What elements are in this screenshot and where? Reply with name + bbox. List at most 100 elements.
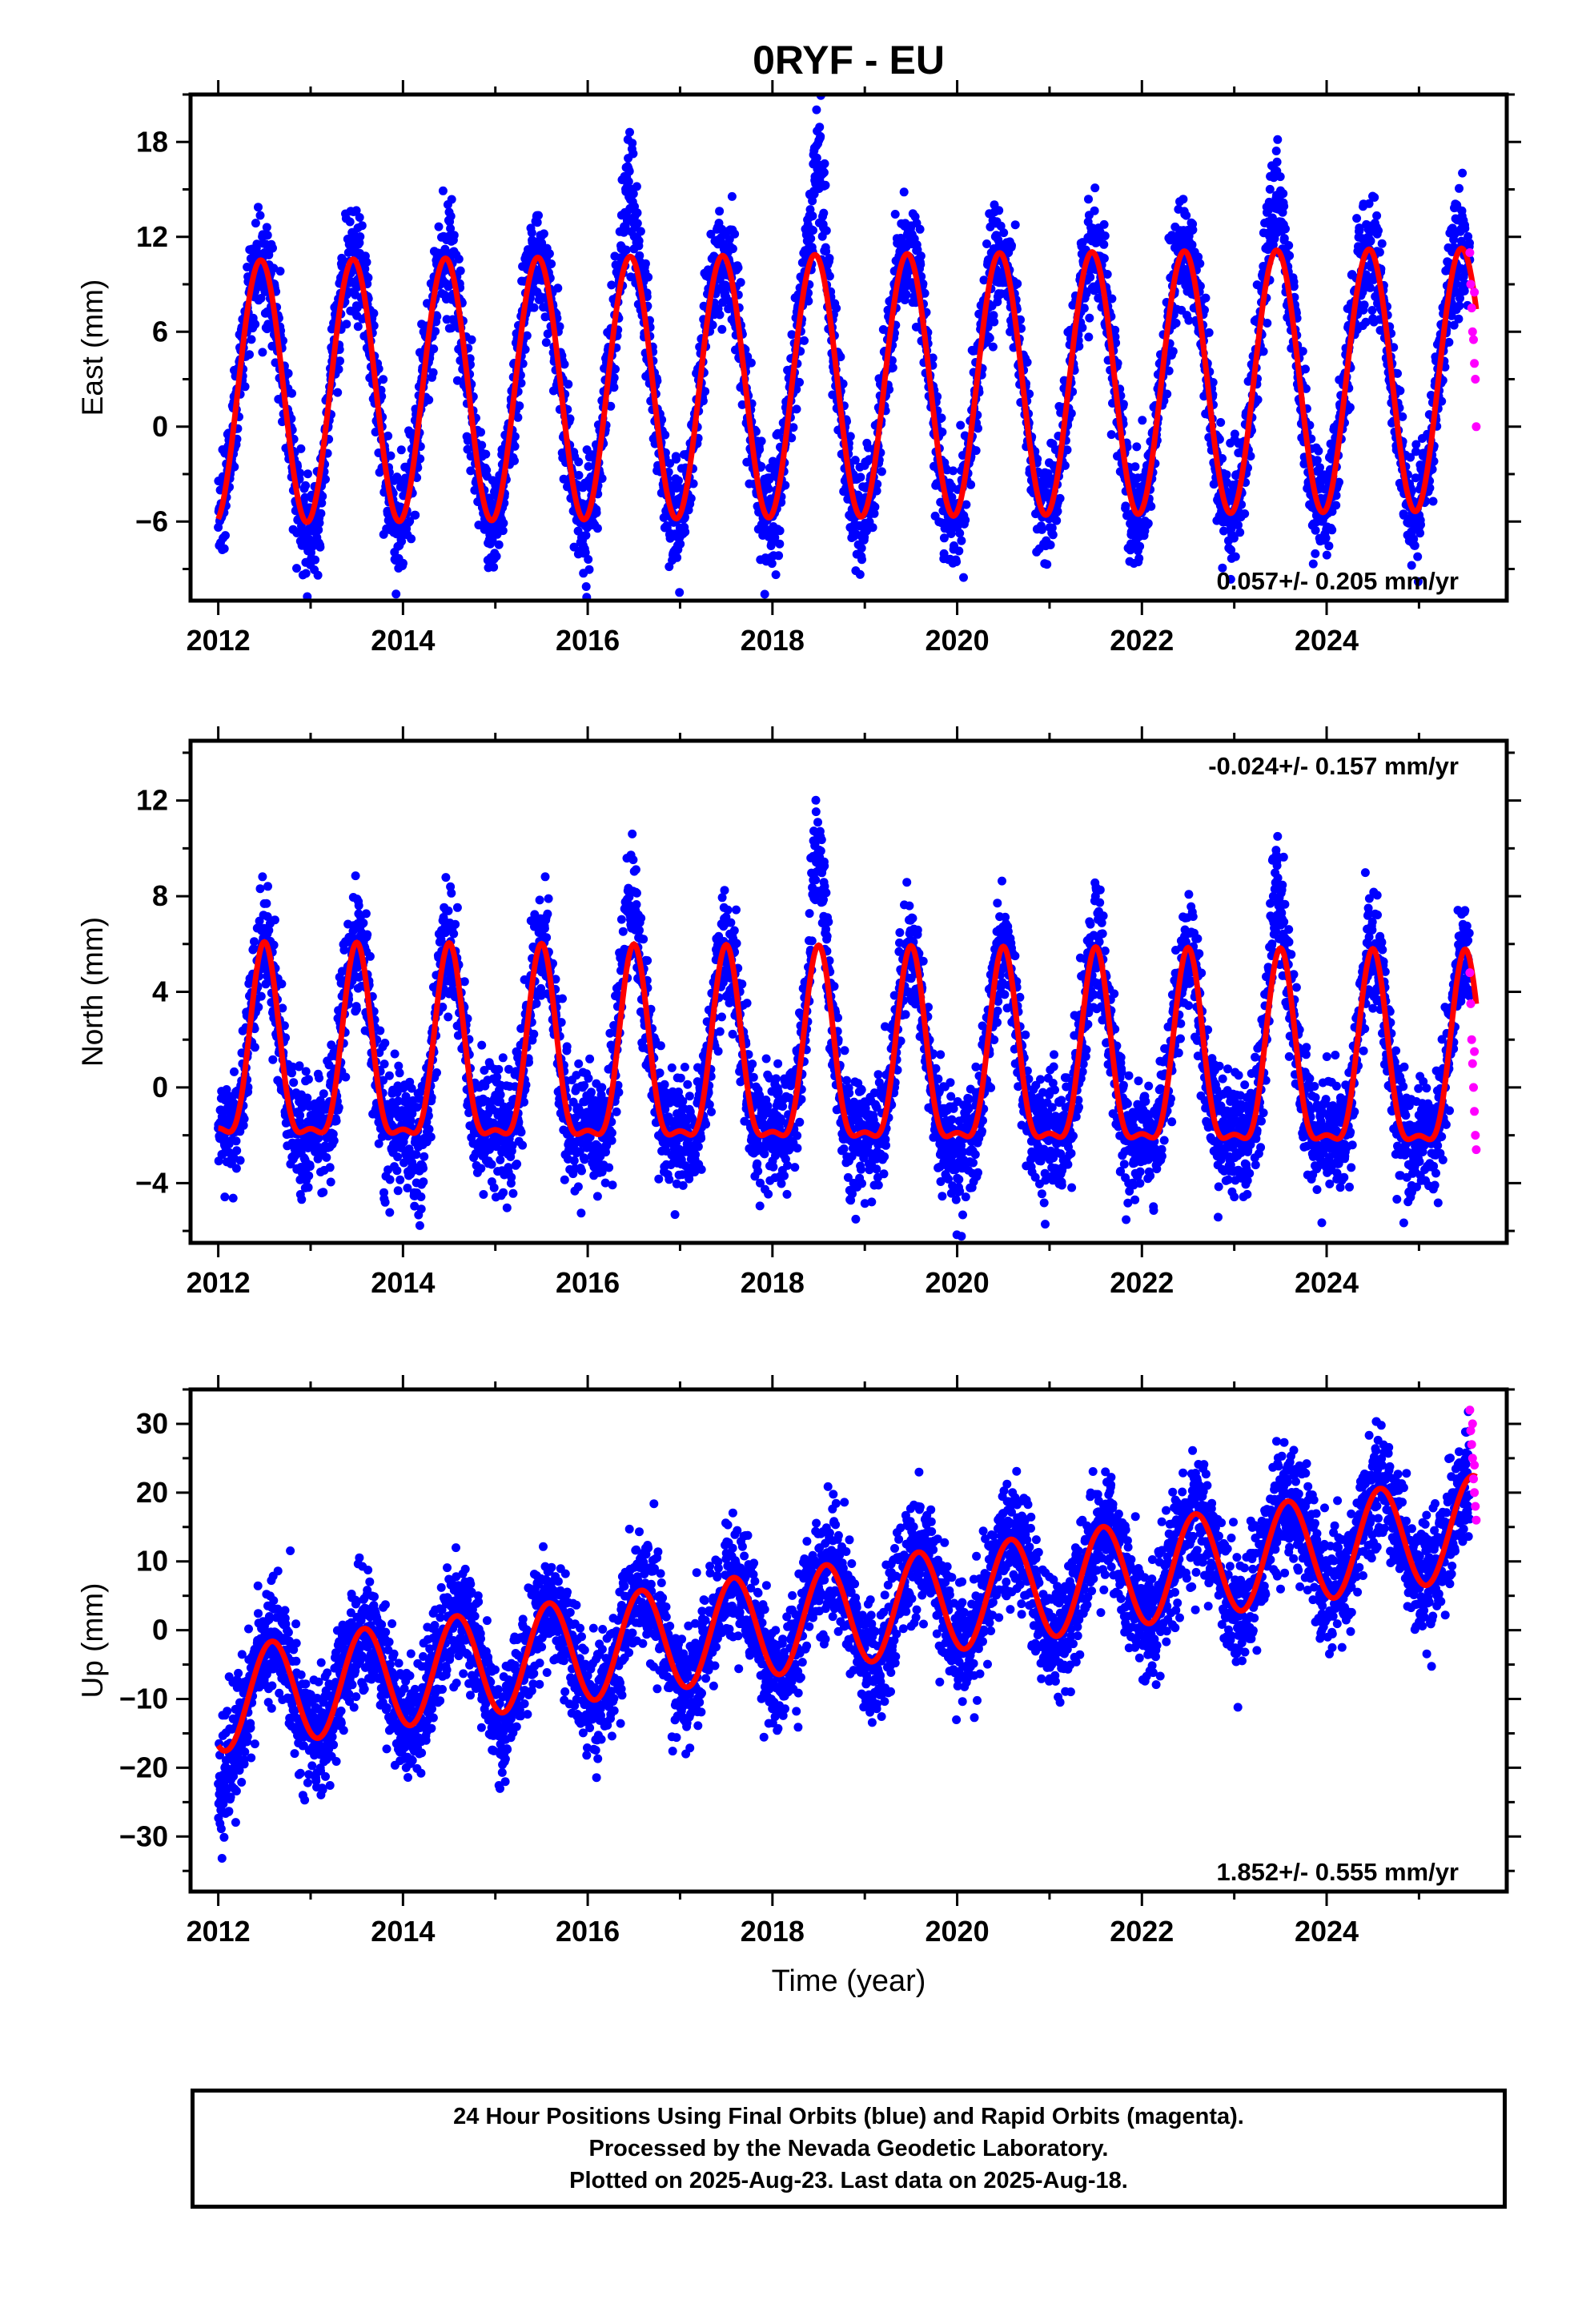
data-point bbox=[1052, 516, 1062, 525]
data-point bbox=[1048, 530, 1058, 540]
data-point bbox=[386, 451, 396, 460]
data-point bbox=[258, 348, 267, 357]
data-point bbox=[770, 533, 780, 542]
data-point bbox=[961, 515, 970, 525]
rapid-point bbox=[1467, 304, 1476, 313]
data-point bbox=[673, 553, 682, 562]
data-point bbox=[954, 546, 964, 556]
data-point bbox=[625, 127, 634, 137]
data-point bbox=[781, 480, 790, 490]
data-point bbox=[407, 534, 416, 544]
data-point bbox=[1374, 226, 1383, 235]
data-point bbox=[1164, 366, 1174, 376]
data-point bbox=[1134, 553, 1144, 563]
data-point bbox=[957, 536, 966, 545]
data-point bbox=[1132, 442, 1142, 452]
data-point bbox=[724, 304, 733, 314]
data-point bbox=[634, 236, 644, 246]
data-point bbox=[755, 444, 765, 454]
x-tick-label: 2014 bbox=[371, 624, 435, 657]
data-point bbox=[543, 329, 552, 339]
data-point bbox=[1007, 241, 1016, 250]
data-point bbox=[665, 459, 675, 468]
data-point bbox=[1366, 236, 1375, 246]
rapid-point bbox=[1470, 359, 1480, 368]
data-point bbox=[292, 564, 301, 573]
data-point bbox=[1143, 519, 1153, 529]
data-point bbox=[333, 388, 343, 397]
data-point bbox=[539, 229, 548, 239]
data-point bbox=[990, 317, 999, 327]
data-point bbox=[938, 428, 947, 436]
data-point bbox=[899, 187, 909, 197]
data-point bbox=[510, 441, 520, 451]
data-point bbox=[592, 524, 602, 533]
data-point bbox=[812, 105, 821, 115]
data-point bbox=[808, 196, 817, 206]
data-point bbox=[515, 401, 524, 411]
data-point bbox=[850, 456, 860, 465]
data-point bbox=[1216, 418, 1226, 427]
data-point bbox=[1331, 501, 1341, 510]
data-point bbox=[573, 526, 583, 536]
data-point bbox=[1055, 493, 1065, 503]
data-point bbox=[476, 428, 485, 437]
x-tick-label: 2018 bbox=[741, 624, 805, 657]
data-point bbox=[920, 288, 930, 298]
data-point bbox=[1321, 533, 1331, 543]
data-point bbox=[804, 296, 813, 306]
data-point bbox=[1444, 337, 1454, 347]
data-point bbox=[1178, 195, 1188, 204]
data-point bbox=[355, 232, 365, 241]
data-point bbox=[1263, 319, 1272, 328]
data-point bbox=[1367, 306, 1377, 315]
data-point bbox=[1079, 304, 1089, 313]
data-point bbox=[311, 555, 320, 565]
data-point bbox=[994, 206, 1004, 215]
data-point bbox=[706, 229, 716, 239]
data-point bbox=[1359, 300, 1369, 310]
data-point bbox=[399, 558, 408, 568]
data-point bbox=[260, 287, 270, 296]
data-point bbox=[353, 322, 363, 332]
data-point bbox=[1099, 239, 1109, 249]
data-point bbox=[303, 469, 312, 479]
data-point bbox=[795, 377, 804, 387]
data-point bbox=[1365, 283, 1375, 292]
data-point bbox=[307, 542, 317, 552]
data-point bbox=[532, 218, 542, 227]
data-point bbox=[1231, 552, 1240, 561]
data-point bbox=[334, 364, 343, 374]
data-point bbox=[1146, 501, 1156, 511]
data-point bbox=[301, 480, 311, 490]
data-point bbox=[661, 430, 670, 440]
data-point bbox=[686, 493, 696, 503]
data-point bbox=[757, 436, 766, 446]
data-point bbox=[675, 588, 685, 597]
data-point bbox=[263, 231, 272, 240]
data-point bbox=[335, 356, 344, 366]
data-point bbox=[1315, 463, 1324, 472]
data-point bbox=[901, 290, 911, 300]
data-point bbox=[1204, 328, 1214, 337]
data-point bbox=[606, 401, 616, 411]
data-point bbox=[974, 424, 982, 433]
data-point bbox=[1298, 347, 1307, 356]
data-point bbox=[877, 467, 886, 476]
data-point bbox=[1428, 497, 1438, 506]
data-point bbox=[1324, 541, 1334, 551]
data-point bbox=[1377, 239, 1387, 248]
x-tick-label: 2016 bbox=[556, 624, 620, 657]
data-point bbox=[1279, 202, 1289, 211]
data-point bbox=[584, 462, 593, 471]
data-point bbox=[1410, 541, 1419, 550]
data-point bbox=[836, 352, 845, 362]
data-point bbox=[547, 259, 556, 268]
data-point bbox=[428, 368, 438, 377]
data-point bbox=[301, 569, 311, 578]
data-point bbox=[1395, 386, 1405, 396]
data-point bbox=[1275, 172, 1285, 182]
x-tick-label: 2012 bbox=[187, 624, 251, 657]
rapid-point bbox=[1468, 327, 1477, 336]
data-point bbox=[966, 480, 976, 489]
